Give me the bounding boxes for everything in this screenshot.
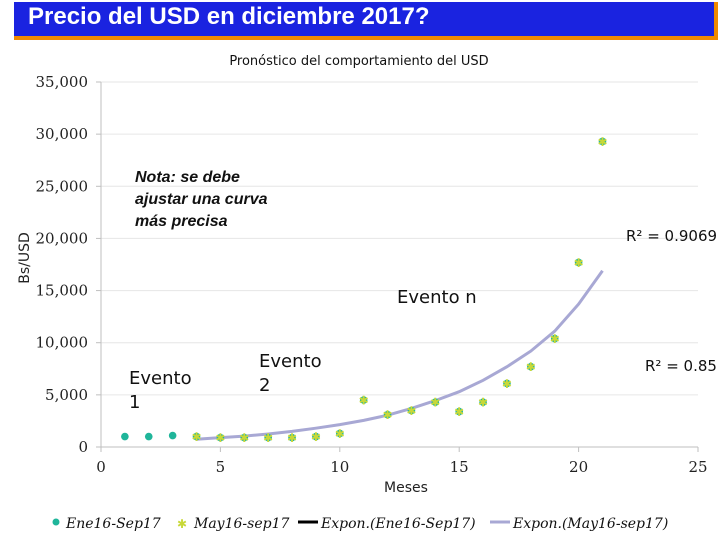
evento-1-line-2: 1 xyxy=(129,392,140,413)
y-tick-label-2: 10,000 xyxy=(36,334,89,352)
legend-label-expon-may16: Expon.(May16-sep17) xyxy=(512,516,668,532)
y-tick-label-1: 5,000 xyxy=(45,386,88,404)
evento-n-label: Evento n xyxy=(397,287,477,308)
r2-label-b: R² = 0.85 xyxy=(645,357,717,375)
note-line-2: ajustar una curva xyxy=(135,191,268,208)
point-ene16-17 xyxy=(527,362,535,371)
point-ene16-13 xyxy=(431,398,440,406)
point-ene16-2 xyxy=(168,431,177,440)
point-may16-14: ✱ xyxy=(526,360,536,374)
slide-title: Precio del USD en diciembre 2017? xyxy=(28,3,430,30)
point-ene16-11 xyxy=(383,410,392,419)
evento-1-label: Evento 1 xyxy=(129,368,197,413)
note-line-1: Nota: se debe xyxy=(135,169,240,186)
point-may16-4: ✱ xyxy=(287,431,297,445)
legend-label-expon-ene16: Expon.(Ene16-Sep17) xyxy=(320,516,476,532)
point-may16-12: ✱ xyxy=(478,396,488,410)
x-tick-label-5: 25 xyxy=(688,458,707,476)
point-ene16-12 xyxy=(407,406,416,415)
point-may16-5: ✱ xyxy=(311,430,321,444)
point-ene16-5 xyxy=(240,433,249,442)
point-ene16-15 xyxy=(479,398,487,406)
point-ene16-6 xyxy=(264,433,272,442)
x-tick-label-3: 15 xyxy=(450,458,469,476)
point-ene16-14 xyxy=(455,407,464,416)
point-ene16-3 xyxy=(192,432,201,441)
note-annotation: Nota: se debe ajustar una curva más prec… xyxy=(135,169,272,230)
legend-item-expon-may16: Expon.(May16-sep17) xyxy=(490,516,668,532)
legend-label-ene16-sep17: Ene16-Sep17 xyxy=(65,516,161,532)
point-ene16-16 xyxy=(503,379,511,388)
point-may16-16: ✱ xyxy=(574,256,584,270)
grid-lines xyxy=(96,81,699,452)
y-tick-label-6: 30,000 xyxy=(36,125,89,143)
point-ene16-10 xyxy=(359,396,368,404)
point-ene16-7 xyxy=(288,433,296,442)
y-tick-label-7: 35,000 xyxy=(36,73,89,91)
point-ene16-8 xyxy=(312,432,320,441)
legend-marker-may16-sep17: ✱ xyxy=(177,517,187,531)
evento-1-line-1: Evento xyxy=(129,368,192,389)
point-ene16-0 xyxy=(121,432,129,441)
legend-marker-ene16-sep17 xyxy=(52,518,60,526)
y-tick-label-4: 20,000 xyxy=(36,229,89,247)
y-tick-label-0: 0 xyxy=(78,438,88,456)
y-tick-label-3: 15,000 xyxy=(36,282,89,300)
evento-2-line-2: 2 xyxy=(259,375,270,396)
title-bar xyxy=(14,2,718,40)
point-may16-3: ✱ xyxy=(263,431,273,445)
point-may16-0: ✱ xyxy=(191,430,201,444)
evento-2-label: Evento 2 xyxy=(259,351,327,396)
x-tick-label-1: 5 xyxy=(216,458,226,476)
legend-item-may16-sep17: ✱ May16-sep17 xyxy=(177,516,290,532)
point-may16-7: ✱ xyxy=(359,394,369,408)
note-line-3: más precisa xyxy=(135,213,228,230)
point-may16-2: ✱ xyxy=(239,431,249,445)
point-ene16-4 xyxy=(216,433,225,442)
x-tick-label-2: 10 xyxy=(330,458,349,476)
point-may16-8: ✱ xyxy=(383,408,393,422)
r2-label-a: R² = 0.9069 xyxy=(626,227,717,245)
x-axis-label: Meses xyxy=(384,480,428,496)
y-tick-labels: 0 5,000 10,000 15,000 20,000 25,000 30,000 35,0… xyxy=(36,73,89,456)
y-tick-label-5: 25,000 xyxy=(36,177,89,195)
x-tick-label-0: 0 xyxy=(96,458,106,476)
x-tick-labels: 0 5 10 15 20 25 xyxy=(96,458,707,476)
point-may16-17: ✱ xyxy=(597,135,607,149)
chart-title: Pronóstico del comportamiento del USD xyxy=(229,54,488,69)
point-may16-6: ✱ xyxy=(335,427,345,441)
point-may16-9: ✱ xyxy=(406,404,416,418)
point-ene16-18 xyxy=(550,334,559,343)
point-may16-10: ✱ xyxy=(430,396,440,410)
point-ene16-1 xyxy=(144,432,153,441)
legend-label-may16-sep17: May16-sep17 xyxy=(193,516,289,532)
point-may16-15: ✱ xyxy=(550,332,560,346)
legend: Ene16-Sep17 ✱ May16-sep17 Expon.(Ene16-S… xyxy=(52,516,668,532)
evento-2-line-1: Evento xyxy=(259,351,322,372)
legend-item-ene16-sep17: Ene16-Sep17 xyxy=(52,516,161,532)
point-ene16-20 xyxy=(598,137,607,146)
legend-item-expon-ene16: Expon.(Ene16-Sep17) xyxy=(298,516,476,532)
point-ene16-9 xyxy=(336,429,344,438)
point-may16-11: ✱ xyxy=(454,405,464,419)
x-tick-label-4: 20 xyxy=(569,458,588,476)
trendline-may16-sep17 xyxy=(196,269,604,441)
point-may16-13: ✱ xyxy=(502,377,512,391)
point-ene16-19 xyxy=(574,258,583,267)
data-points: ✱ ✱ ✱ ✱ ✱ ✱ ✱ ✱ ✱ ✱ ✱ ✱ ✱ ✱ ✱ ✱ ✱ ✱ xyxy=(121,135,608,445)
point-may16-1: ✱ xyxy=(215,431,225,445)
y-axis-label: Bs/USD xyxy=(17,232,33,284)
